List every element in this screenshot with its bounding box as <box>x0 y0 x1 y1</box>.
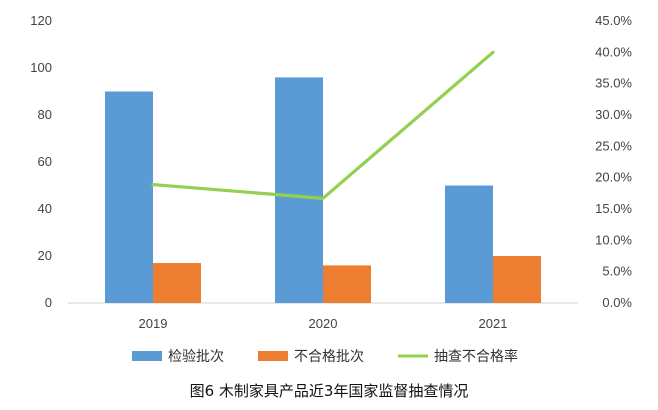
bar-inspected-2021 <box>445 185 493 303</box>
right-tick-label: 25.0% <box>595 138 632 153</box>
legend-swatch-bar <box>258 351 288 361</box>
right-tick-label: 20.0% <box>595 170 632 185</box>
legend: 检验批次 不合格批次 抽查不合格率 <box>132 348 518 365</box>
left-tick-label: 120 <box>30 13 52 28</box>
bar-inspected-2020 <box>275 77 323 304</box>
rate-line <box>151 50 495 200</box>
left-tick-label: 20 <box>38 248 52 263</box>
legend-swatch-bar <box>132 351 162 361</box>
figure-caption: 图6 木制家具产品近3年国家监督抽查情况 <box>190 382 469 400</box>
bar-inspected-2019 <box>105 91 153 303</box>
x-tick-label: 2020 <box>309 316 338 331</box>
right-tick-label: 5.0% <box>602 264 632 279</box>
right-tick-label: 10.0% <box>595 232 632 247</box>
left-tick-label: 0 <box>45 295 52 310</box>
legend-label: 抽查不合格率 <box>434 348 518 365</box>
legend-label: 不合格批次 <box>294 349 364 365</box>
x-tick-label: 2019 <box>139 316 168 331</box>
right-tick-label: 0.0% <box>602 295 632 310</box>
right-axis-ticks: 0.0% 5.0% 10.0% 15.0% 20.0% 25.0% 30.0% 35.0% 40… <box>595 13 632 310</box>
right-tick-label: 30.0% <box>595 107 632 122</box>
rate-line-group <box>151 50 495 200</box>
legend-label: 检验批次 <box>168 349 224 365</box>
x-tick-label: 2021 <box>479 316 508 331</box>
x-axis-ticks: 2019 2020 2021 <box>139 316 508 331</box>
bar-failed-2019 <box>153 263 201 303</box>
right-tick-label: 35.0% <box>595 76 632 91</box>
bars-group <box>105 77 541 304</box>
right-tick-label: 40.0% <box>595 44 632 59</box>
left-axis-ticks: 0 20 40 60 80 100 120 <box>30 13 52 310</box>
right-tick-label: 45.0% <box>595 13 632 28</box>
bar-failed-2021 <box>493 256 541 303</box>
left-tick-label: 40 <box>38 201 52 216</box>
left-tick-label: 100 <box>30 60 52 75</box>
right-tick-label: 15.0% <box>595 201 632 216</box>
left-tick-label: 60 <box>38 154 52 169</box>
bar-failed-2020 <box>323 265 371 303</box>
left-tick-label: 80 <box>38 107 52 122</box>
